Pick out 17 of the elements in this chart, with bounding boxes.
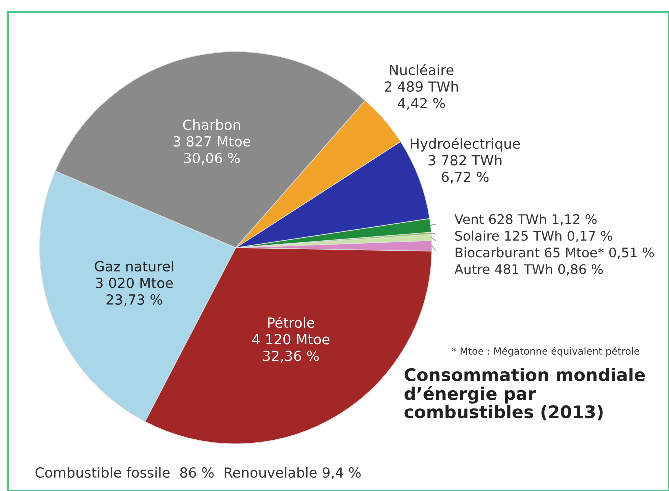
text: * Mtoe : Mégatonne équivalent pétrole [452, 347, 640, 357]
data-label: 4 120 Mtoe 32,36 % [252, 334, 330, 363]
data-label: 3 827 Mtoe 30,06 % [174, 136, 251, 165]
data-label: 2 489 TWh 4,42 % [385, 81, 458, 110]
slice-label: Autre 481 TWh 0,86 % [454, 264, 604, 276]
slice-label: Biocarburant 65 Mtoe* 0,51 % [456, 247, 654, 260]
text: Consommation mondiale d’énergie par combustibles (2013) [404, 368, 646, 421]
slice-label: Gaz naturel [95, 261, 174, 272]
slice-label: Nucléaire [390, 64, 454, 76]
slice-label: Hydroélectrique [411, 138, 520, 152]
slice-label: Vent 628 TWh 1,12 % [454, 214, 597, 226]
data-label: 3 782 TWh 6,72 % [428, 154, 502, 184]
text: Combustible fossile 86 % Renouvelable 9,4 % [36, 467, 361, 480]
slice-label: Pétrole [268, 316, 314, 328]
slice-label: Charbon [183, 120, 240, 130]
data-label: 3 020 Mtoe 23,73 % [96, 278, 174, 306]
slice-label: Solaire 125 TWh 0,17 % [455, 230, 612, 242]
